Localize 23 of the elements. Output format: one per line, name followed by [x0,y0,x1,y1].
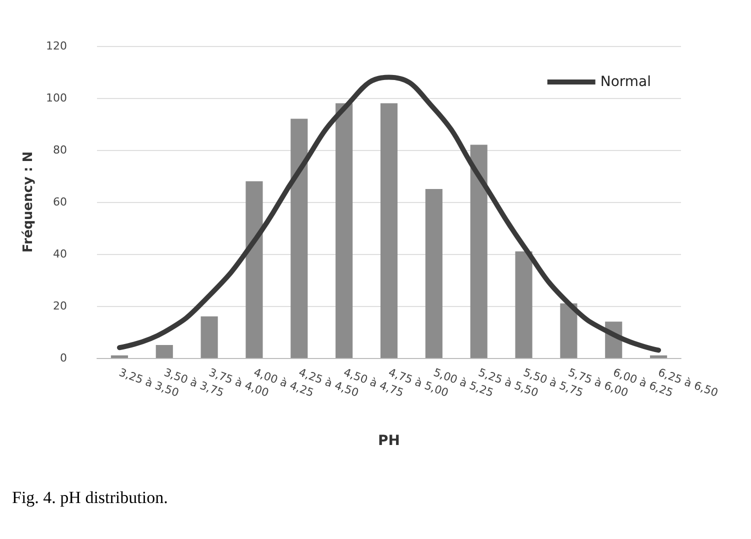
y-tick-label: 120 [46,40,67,52]
y-tick-label: 20 [53,300,67,312]
bar [200,316,218,358]
bar [380,103,398,358]
bar [156,345,173,358]
x-axis-title: PH [378,433,400,449]
bar [560,303,578,358]
bar [515,251,532,358]
legend-label: Normal [600,74,651,90]
y-tick-label: 40 [53,248,67,260]
bar [650,355,668,358]
bar [470,144,488,358]
y-axis-title: Fréquency : N [21,151,36,253]
y-tick-label: 60 [53,196,67,208]
bar [336,103,353,358]
bar [290,118,308,358]
y-tick-label: 100 [46,92,67,104]
y-tick-label: 0 [60,352,67,364]
caption: Fig. 4. pH distribution. [12,488,168,508]
bar [110,355,128,358]
bar [246,181,263,358]
y-tick-label: 80 [53,144,67,156]
bar [425,189,442,358]
